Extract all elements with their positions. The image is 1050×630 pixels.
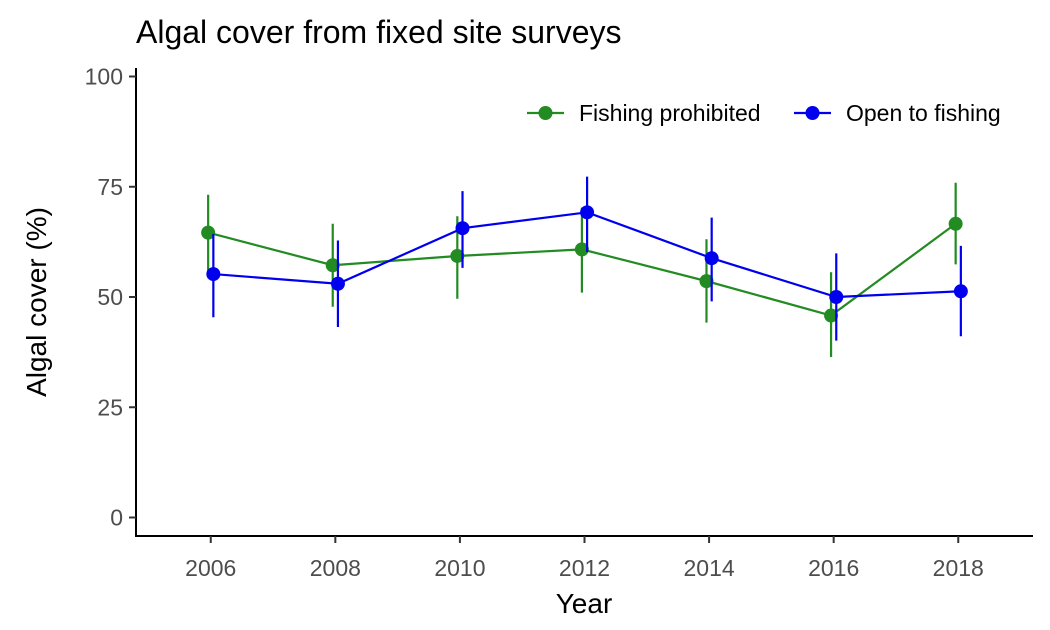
x-tick-label: 2018: [933, 555, 984, 581]
x-axis-title: Year: [556, 588, 613, 619]
x-axis-ticks: 2006 2008 2010 2012 2014 2016 2018: [185, 536, 984, 581]
y-tick-label: 50: [97, 284, 123, 310]
x-tick-label: 2006: [185, 555, 236, 581]
data-point: [580, 205, 595, 220]
y-axis-ticks: 0 25 50 75 100: [85, 64, 136, 531]
data-point: [829, 290, 844, 304]
legend: Fishing prohibited Open to fishing: [527, 100, 1001, 126]
data-point: [455, 221, 470, 236]
chart-title: Algal cover from fixed site surveys: [136, 14, 622, 50]
y-axis-title: Algal cover (%): [21, 207, 52, 397]
data-point: [325, 258, 340, 273]
data-point: [330, 276, 345, 291]
data-point: [948, 216, 963, 231]
legend-label-fishing-prohibited: Fishing prohibited: [579, 100, 761, 126]
legend-item-fishing-prohibited: Fishing prohibited: [527, 100, 761, 126]
x-tick-label: 2016: [808, 555, 859, 581]
y-tick-label: 0: [110, 505, 123, 531]
data-point: [824, 308, 839, 323]
x-tick-label: 2008: [310, 555, 361, 581]
data-point: [953, 284, 968, 299]
y-tick-label: 75: [97, 174, 123, 200]
data-point: [574, 242, 589, 257]
x-tick-label: 2012: [559, 555, 610, 581]
plot-area: [201, 176, 968, 357]
legend-item-open-to-fishing: Open to fishing: [794, 100, 1001, 126]
data-point: [704, 251, 719, 266]
x-tick-label: 2010: [434, 555, 485, 581]
data-point: [699, 274, 714, 289]
x-tick-label: 2014: [683, 555, 734, 581]
series-open-to-fishing: [206, 176, 968, 341]
y-tick-label: 25: [97, 394, 123, 420]
y-tick-label: 100: [85, 64, 123, 90]
legend-marker-fishing-prohibited: [538, 106, 553, 120]
data-point: [450, 248, 465, 263]
legend-marker-open-to-fishing: [805, 106, 820, 120]
series-fishing-prohibited: [201, 182, 963, 357]
data-point: [206, 267, 221, 282]
legend-label-open-to-fishing: Open to fishing: [846, 100, 1001, 126]
data-point: [201, 225, 216, 240]
